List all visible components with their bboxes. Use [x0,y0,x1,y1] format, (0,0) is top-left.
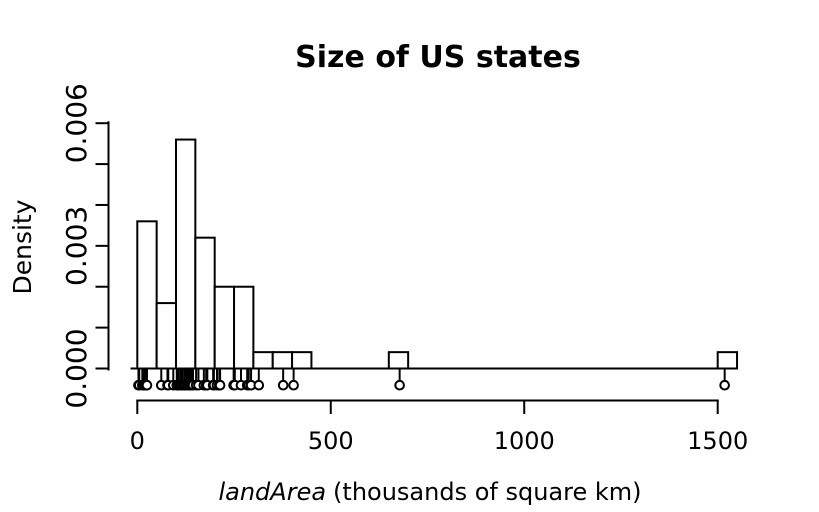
histogram-bar [155,302,177,370]
histogram-bar [174,138,197,370]
x-tick-label: 1000 [494,427,555,455]
data-point [277,379,289,391]
data-point [394,379,405,391]
histogram-bar [291,351,313,370]
data-point [253,379,265,391]
chart-title: Size of US states [295,40,581,75]
data-point [719,379,730,391]
data-point [141,379,153,391]
data-point [214,379,226,391]
histogram-bar [387,351,410,370]
x-axis-variable-name: landArea [218,478,327,506]
histogram-bar [233,285,255,370]
y-tick-label: 0.000 [60,328,93,408]
histogram-bar [271,351,294,370]
histogram-bar [213,285,236,370]
histogram-bar [716,351,739,370]
x-axis-title: landArea (thousands of square km) [130,477,730,507]
x-tick-label: 500 [308,427,354,455]
y-tick-label: 0.006 [60,83,93,163]
data-point [288,379,299,391]
x-axis-units: (thousands of square km) [333,478,642,506]
x-tick-label: 0 [130,427,145,455]
histogram-bar [136,220,158,370]
x-tick-label: 1500 [687,427,748,455]
histogram-bar [252,351,274,370]
histogram-bar [194,236,216,370]
y-tick-label: 0.003 [60,206,93,286]
